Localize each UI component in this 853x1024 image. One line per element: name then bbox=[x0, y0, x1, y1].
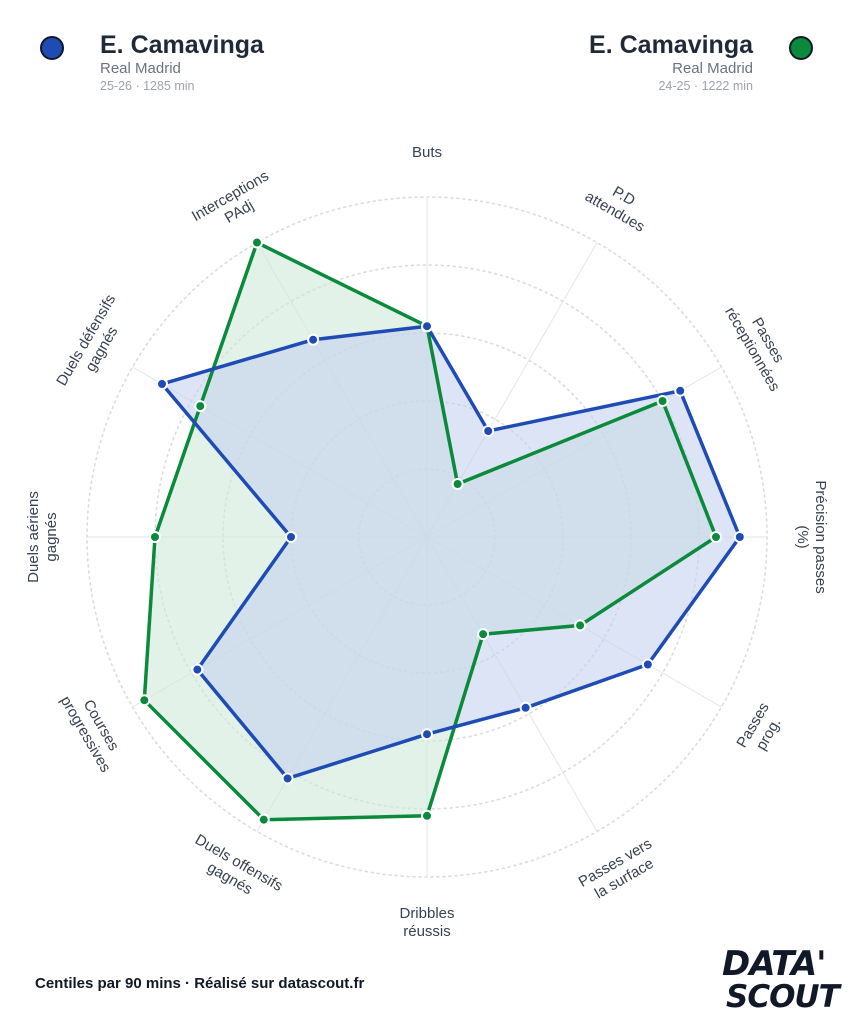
axis-label: Passesréceptionnées bbox=[721, 295, 798, 394]
player-name: E. Camavinga bbox=[100, 31, 264, 59]
data-point bbox=[656, 395, 669, 407]
data-point bbox=[519, 701, 532, 714]
data-point bbox=[281, 772, 294, 785]
data-point bbox=[251, 236, 263, 249]
axis-label-line: Précision passes bbox=[812, 480, 829, 593]
axis-label: Passesprog. bbox=[733, 700, 788, 760]
axis-label: Duels offensifsgagnés bbox=[183, 831, 285, 910]
data-point bbox=[149, 531, 161, 543]
data-point bbox=[285, 531, 297, 543]
axis-label: Buts bbox=[412, 144, 442, 161]
data-point bbox=[674, 384, 687, 397]
axis-label: Duels aériensgagnés bbox=[25, 491, 60, 583]
axis-label: Précision passes(%) bbox=[794, 480, 829, 593]
data-point bbox=[307, 333, 320, 346]
axis-label-line: gagnés bbox=[43, 512, 60, 561]
axis-label-line: Buts bbox=[412, 144, 442, 161]
axis-label: P.Dattendues bbox=[582, 172, 657, 235]
axis-label-line: Duels aériens bbox=[25, 491, 42, 583]
data-point bbox=[477, 628, 490, 641]
data-point bbox=[421, 728, 433, 741]
axis-label: InterceptionsPAdj bbox=[189, 167, 281, 240]
player-legend-right: E. Camavinga Real Madrid 24-25 · 1222 mi… bbox=[589, 30, 813, 95]
player-season-minutes: 24-25 · 1222 min bbox=[658, 79, 753, 93]
axis-label: Duels défensifsgagnés bbox=[53, 292, 135, 398]
logo-text-bottom: SCOUT bbox=[726, 979, 840, 1015]
data-point bbox=[574, 619, 587, 632]
data-point bbox=[641, 658, 654, 671]
player-season-minutes: 25-26 · 1285 min bbox=[100, 79, 195, 93]
footer-caption: Centiles par 90 mins · Réalisé sur datas… bbox=[35, 975, 365, 992]
axis-label: Passes versla surface bbox=[576, 835, 664, 906]
data-point bbox=[421, 809, 433, 822]
datascout-logo: DATA' SCOUT bbox=[722, 944, 840, 1016]
axis-label-line: (%) bbox=[794, 525, 811, 548]
data-point bbox=[155, 378, 168, 390]
series-area bbox=[162, 326, 740, 779]
data-point bbox=[421, 320, 433, 333]
data-point bbox=[194, 400, 207, 413]
player-legend-left: E. Camavinga Real Madrid 25-26 · 1285 mi… bbox=[40, 30, 264, 95]
series-color-dot bbox=[789, 36, 813, 60]
axis-label-line: réussis bbox=[403, 923, 451, 940]
axis-label: Dribbles réussis bbox=[399, 905, 454, 940]
data-point bbox=[733, 531, 746, 543]
axis-label: Coursesprogressives bbox=[57, 684, 130, 775]
data-point bbox=[257, 813, 270, 826]
data-point bbox=[710, 531, 722, 543]
data-point bbox=[138, 694, 151, 707]
series-color-dot bbox=[40, 36, 64, 60]
axis-label-line: Dribbles bbox=[399, 905, 454, 922]
data-point bbox=[482, 424, 495, 437]
data-point bbox=[451, 477, 464, 490]
data-point bbox=[191, 663, 204, 676]
player-team: Real Madrid bbox=[672, 60, 753, 77]
logo-text-top: DATA' bbox=[722, 944, 827, 984]
player-name: E. Camavinga bbox=[589, 31, 753, 59]
player-team: Real Madrid bbox=[100, 60, 181, 77]
